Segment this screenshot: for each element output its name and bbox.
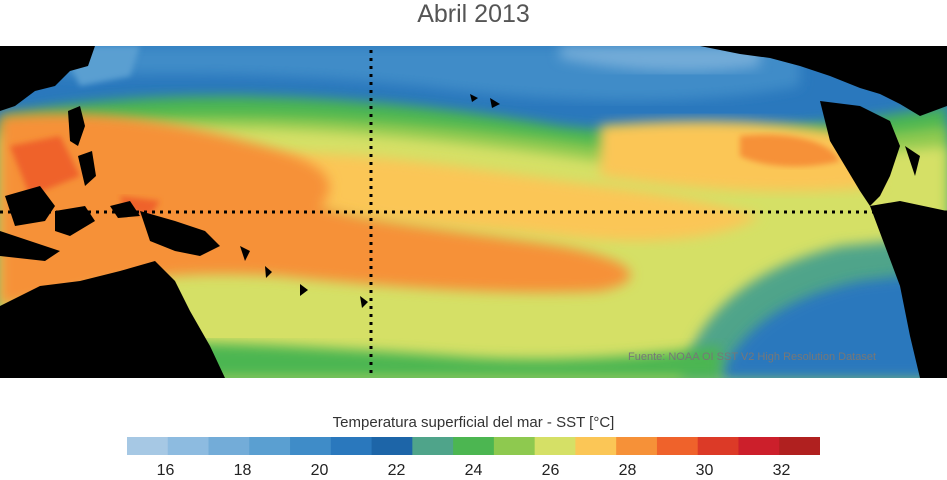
north-america-land — [700, 46, 947, 116]
colorbar-swatch — [167, 437, 210, 455]
colorbar-tick-label: 28 — [618, 462, 637, 479]
colorbar-tick-label: 24 — [464, 462, 483, 479]
colorbar-swatch — [697, 437, 739, 455]
colorbar-tick-label: 32 — [772, 462, 791, 479]
colorbar — [127, 437, 820, 455]
colorbar-swatch — [249, 437, 291, 455]
colorbar-swatch — [412, 437, 454, 455]
colorbar-tick-label: 16 — [156, 462, 175, 479]
landmasses — [0, 46, 947, 378]
colorbar-swatch — [575, 437, 617, 455]
colorbar-tick-label: 22 — [387, 462, 406, 479]
colorbar-tick-label: 30 — [695, 462, 714, 479]
colorbar-title: Temperatura superficial del mar - SST [°… — [332, 414, 615, 431]
central-america-land — [820, 101, 900, 206]
colorbar-swatch — [493, 437, 536, 455]
source-credit: Fuente: NOAA OI SST V2 High Resolution D… — [628, 351, 877, 363]
map-title: Abril 2013 — [417, 0, 530, 28]
colorbar-swatch — [127, 437, 169, 455]
colorbar-swatch — [208, 437, 250, 455]
sst-field — [0, 46, 947, 378]
colorbar-tick-label: 26 — [541, 462, 560, 479]
colorbar-swatch — [656, 437, 699, 455]
sst-map — [0, 46, 947, 378]
colorbar-swatch — [453, 437, 495, 455]
colorbar-swatch — [779, 437, 820, 455]
new-guinea-land — [140, 211, 220, 256]
colorbar-swatch — [330, 437, 373, 455]
colorbar-tick-label: 18 — [233, 462, 252, 479]
colorbar-tick-label: 20 — [310, 462, 329, 479]
colorbar-swatch — [290, 437, 332, 455]
colorbar-swatch — [738, 437, 780, 455]
asia-land — [0, 46, 95, 111]
colorbar-swatch — [616, 437, 658, 455]
colorbar-swatch — [534, 437, 576, 455]
colorbar-swatch — [371, 437, 413, 455]
south-america-land — [870, 201, 947, 378]
colorbar-ticks: 16 18 20 22 24 26 28 30 32 — [0, 462, 947, 480]
australia-land — [0, 261, 225, 378]
